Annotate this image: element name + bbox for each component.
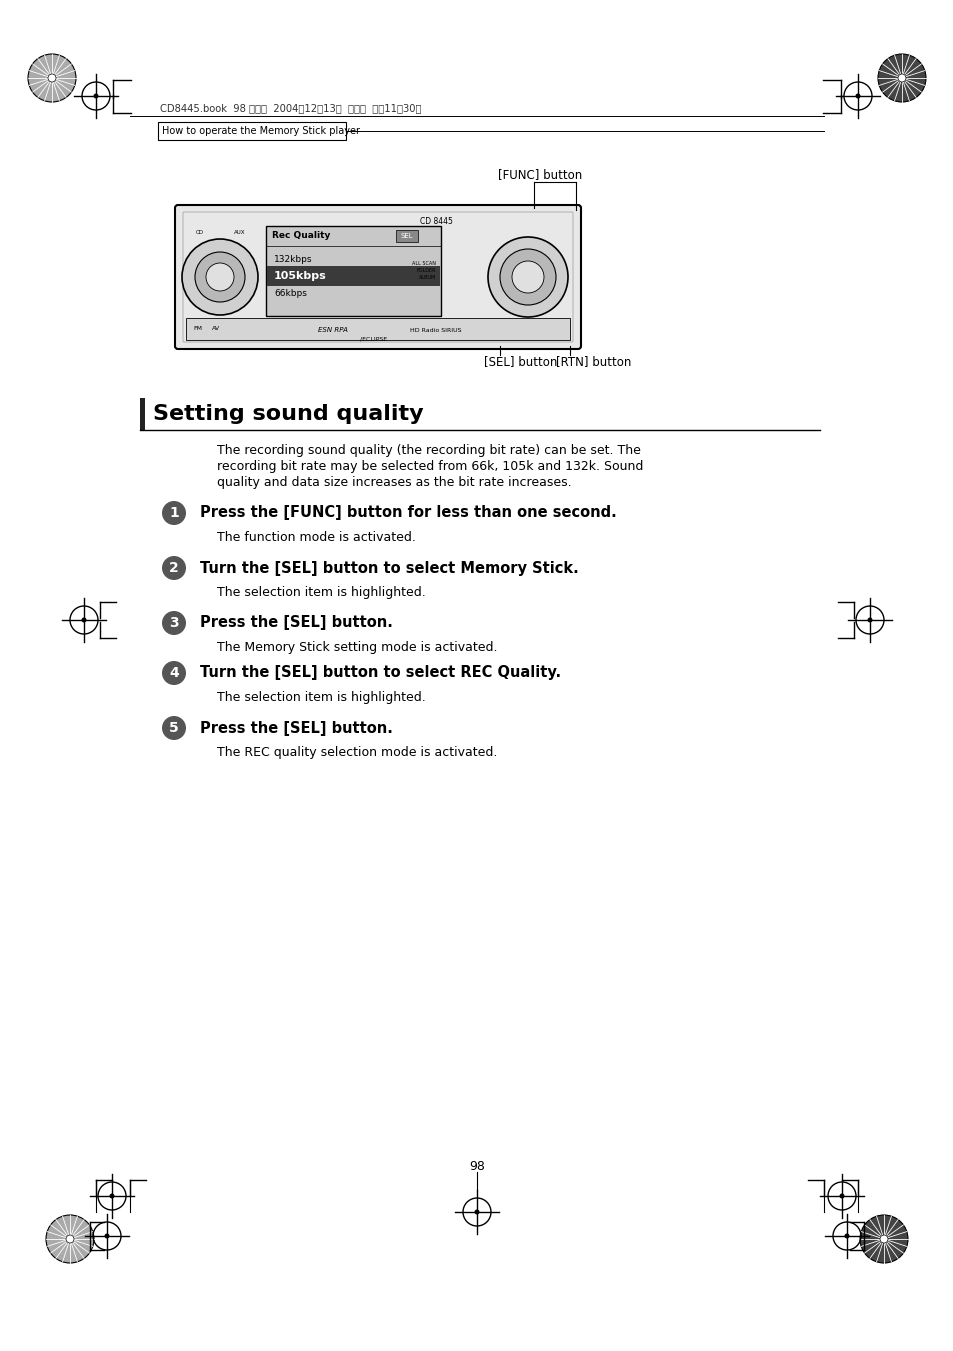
Text: CD: CD: [195, 230, 204, 235]
Circle shape: [474, 1209, 479, 1215]
Circle shape: [110, 1193, 114, 1198]
Text: 66kbps: 66kbps: [274, 289, 307, 299]
Text: Turn the [SEL] button to select REC Quality.: Turn the [SEL] button to select REC Qual…: [200, 666, 560, 681]
Text: [RTN] button: [RTN] button: [556, 355, 631, 369]
Text: The selection item is highlighted.: The selection item is highlighted.: [216, 690, 425, 704]
Text: Setting sound quality: Setting sound quality: [152, 404, 423, 424]
Text: ALL SCAN
FOLDER
ALBUM: ALL SCAN FOLDER ALBUM: [412, 261, 436, 280]
Circle shape: [48, 74, 56, 82]
Text: 5: 5: [169, 721, 178, 735]
Text: SEL: SEL: [400, 232, 413, 239]
Circle shape: [866, 617, 872, 623]
Circle shape: [93, 93, 98, 99]
Text: 105kbps: 105kbps: [274, 272, 327, 281]
Circle shape: [46, 1215, 94, 1263]
Text: ESN RPA: ESN RPA: [317, 327, 348, 332]
Circle shape: [206, 263, 233, 290]
Text: [SEL] button: [SEL] button: [483, 355, 557, 369]
Text: CD8445.book  98 ページ  2004年12月13日  月曜日  午前11時30分: CD8445.book 98 ページ 2004年12月13日 月曜日 午前11時…: [160, 103, 421, 113]
Circle shape: [855, 93, 860, 99]
Text: AV: AV: [212, 327, 220, 331]
Text: 3: 3: [169, 616, 178, 630]
Circle shape: [66, 1235, 74, 1243]
Text: Rec Quality: Rec Quality: [272, 231, 330, 240]
Text: The selection item is highlighted.: The selection item is highlighted.: [216, 586, 425, 598]
Text: The recording sound quality (the recording bit rate) can be set. The: The recording sound quality (the recordi…: [216, 444, 640, 457]
Circle shape: [877, 54, 925, 101]
Circle shape: [488, 236, 567, 317]
Text: The REC quality selection mode is activated.: The REC quality selection mode is activa…: [216, 746, 497, 759]
Text: Press the [SEL] button.: Press the [SEL] button.: [200, 616, 393, 631]
Text: Press the [SEL] button.: Press the [SEL] button.: [200, 720, 393, 735]
Text: The Memory Stick setting mode is activated.: The Memory Stick setting mode is activat…: [216, 640, 497, 654]
Circle shape: [162, 716, 186, 740]
Circle shape: [843, 1233, 848, 1239]
Text: [FUNC] button: [FUNC] button: [497, 169, 581, 181]
Circle shape: [859, 1215, 907, 1263]
Text: How to operate the Memory Stick player: How to operate the Memory Stick player: [162, 126, 359, 136]
FancyBboxPatch shape: [266, 226, 440, 316]
Circle shape: [194, 253, 245, 303]
Text: 4: 4: [169, 666, 178, 680]
Text: FM: FM: [193, 327, 202, 331]
Circle shape: [162, 661, 186, 685]
Text: quality and data size increases as the bit rate increases.: quality and data size increases as the b…: [216, 476, 571, 489]
Circle shape: [879, 1235, 887, 1243]
Text: CD 8445: CD 8445: [419, 218, 452, 227]
Text: /ECLIPSE: /ECLIPSE: [360, 336, 387, 342]
Text: 98: 98: [469, 1161, 484, 1173]
Text: AUX: AUX: [234, 231, 246, 235]
Text: 1: 1: [169, 507, 178, 520]
FancyBboxPatch shape: [395, 230, 417, 242]
Text: HD Radio SIRIUS: HD Radio SIRIUS: [410, 327, 461, 332]
Circle shape: [512, 261, 543, 293]
FancyBboxPatch shape: [267, 266, 439, 286]
Circle shape: [182, 239, 257, 315]
Text: Press the [FUNC] button for less than one second.: Press the [FUNC] button for less than on…: [200, 505, 616, 520]
Circle shape: [897, 74, 905, 82]
Circle shape: [81, 617, 87, 623]
Circle shape: [28, 54, 76, 101]
Text: recording bit rate may be selected from 66k, 105k and 132k. Sound: recording bit rate may be selected from …: [216, 459, 642, 473]
Circle shape: [162, 611, 186, 635]
Text: The function mode is activated.: The function mode is activated.: [216, 531, 416, 544]
Circle shape: [162, 501, 186, 526]
Circle shape: [162, 557, 186, 580]
Circle shape: [839, 1193, 843, 1198]
Circle shape: [105, 1233, 110, 1239]
FancyBboxPatch shape: [140, 399, 145, 430]
FancyBboxPatch shape: [186, 317, 569, 340]
FancyBboxPatch shape: [174, 205, 580, 349]
Text: 132kbps: 132kbps: [274, 254, 313, 263]
Text: Turn the [SEL] button to select Memory Stick.: Turn the [SEL] button to select Memory S…: [200, 561, 578, 576]
Circle shape: [499, 249, 556, 305]
FancyBboxPatch shape: [158, 122, 346, 141]
Text: 2: 2: [169, 561, 178, 576]
